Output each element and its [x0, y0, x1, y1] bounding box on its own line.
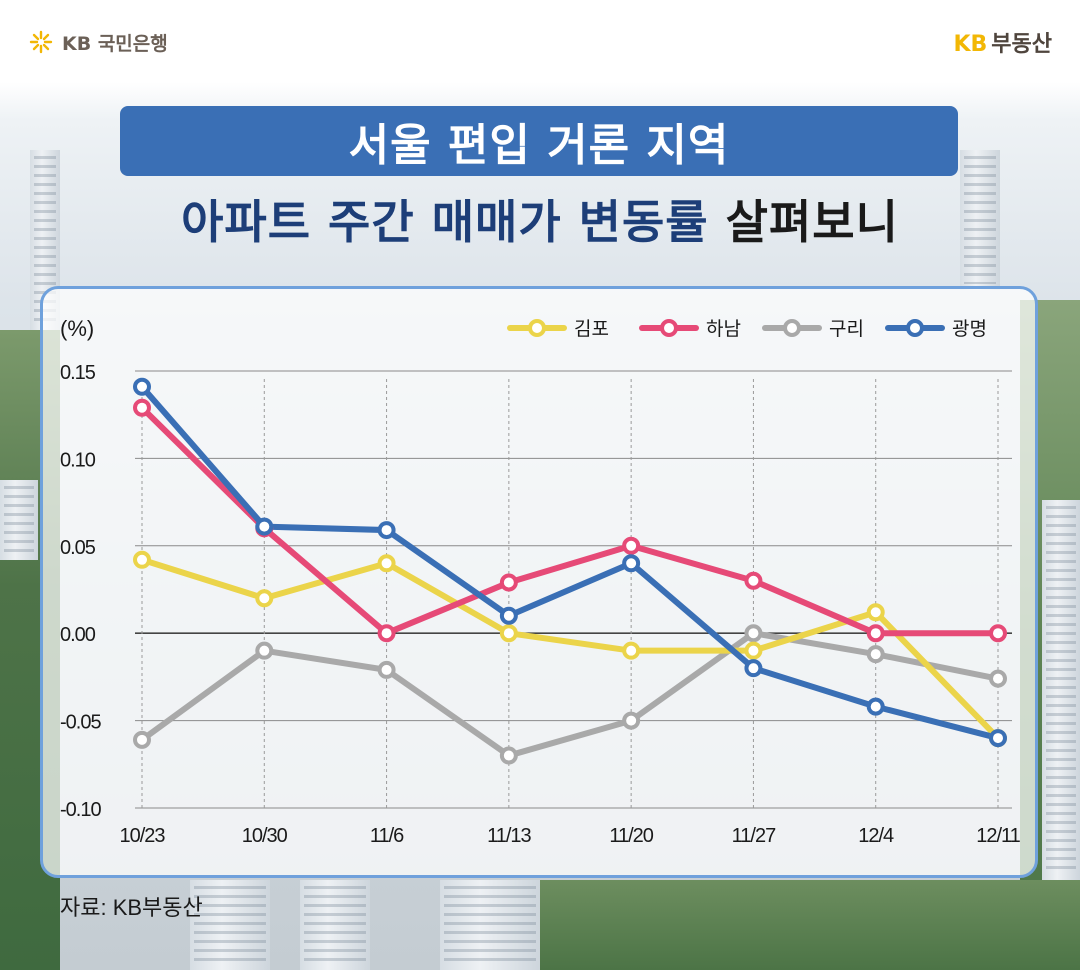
kb-kookmin-bank-logo: KB 국민은행 — [28, 28, 168, 56]
legend-label: 김포 — [574, 318, 609, 340]
data-point-하남 — [622, 536, 641, 555]
data-point-하남 — [499, 573, 518, 592]
kb-kookmin-bank-text: KB 국민은행 — [62, 32, 168, 55]
data-point-구리 — [866, 645, 885, 664]
data-point-광명 — [499, 606, 518, 625]
kb-real-estate-text: 부동산 — [991, 32, 1052, 57]
data-point-광명 — [744, 659, 763, 678]
legend-marker — [528, 319, 546, 337]
data-point-구리 — [499, 746, 518, 765]
source-note: 자료: KB부동산 — [60, 895, 203, 920]
x-tick-label: 10/30 — [242, 825, 288, 847]
data-point-하남 — [989, 624, 1007, 643]
subtitle-dark: 살펴보니 — [725, 195, 899, 249]
data-point-구리 — [989, 669, 1007, 688]
data-point-김포 — [133, 550, 151, 569]
data-point-구리 — [377, 660, 396, 679]
data-point-구리 — [255, 641, 274, 660]
background-building — [300, 880, 370, 970]
y-tick-label: -0.10 — [60, 799, 101, 821]
data-point-광명 — [622, 554, 641, 573]
y-tick-label: -0.05 — [60, 712, 101, 734]
data-point-광명 — [255, 517, 274, 536]
x-tick-label: 10/23 — [119, 825, 165, 847]
data-point-김포 — [744, 641, 763, 660]
data-point-김포 — [255, 589, 274, 608]
series-line-광명 — [139, 383, 1001, 742]
x-tick-label: 12/4 — [858, 825, 894, 847]
data-point-광명 — [989, 729, 1007, 748]
title-banner: 서울 편입 거론 지역 — [120, 106, 958, 176]
subtitle: 아파트 주간 매매가 변동률 살펴보니 — [0, 186, 1080, 252]
y-tick-label: 0.10 — [60, 449, 96, 471]
legend-label: 구리 — [829, 318, 864, 340]
legend-marker — [660, 319, 678, 337]
kb-logo-mark: KB — [953, 32, 988, 57]
data-point-김포 — [866, 603, 885, 622]
y-tick-label: 0.05 — [60, 537, 96, 559]
x-tick-label: 11/6 — [370, 825, 404, 847]
data-point-김포 — [622, 641, 641, 660]
background-building — [440, 880, 540, 970]
subtitle-blue: 아파트 주간 매매가 변동률 — [181, 195, 709, 249]
series-line-구리 — [139, 630, 1001, 759]
y-axis-unit-label: (%) — [60, 316, 94, 341]
legend-label: 광명 — [952, 318, 987, 340]
data-point-하남 — [133, 398, 151, 417]
legend-marker — [906, 319, 924, 337]
data-point-하남 — [866, 624, 885, 643]
x-tick-label: 11/13 — [487, 825, 531, 847]
data-point-하남 — [377, 624, 396, 643]
series-line-김포 — [139, 556, 1001, 742]
legend-label: 하남 — [706, 318, 741, 340]
background-building — [1042, 500, 1080, 880]
background-building — [190, 880, 270, 970]
legend-marker — [783, 319, 801, 337]
x-tick-label: 11/27 — [732, 825, 776, 847]
title-line1: 서울 편입 거론 지역 — [348, 120, 730, 171]
data-point-김포 — [377, 554, 396, 573]
data-point-김포 — [499, 624, 518, 643]
background-trees-bottom — [540, 880, 1080, 970]
kb-real-estate-logo: KB 부동산 — [953, 26, 1052, 58]
data-point-구리 — [744, 624, 763, 643]
data-point-하남 — [744, 571, 763, 590]
background-building — [960, 150, 1000, 290]
x-tick-label: 12/11 — [976, 825, 1020, 847]
data-point-광명 — [377, 521, 396, 540]
data-point-광명 — [133, 377, 151, 396]
y-tick-label: 0.15 — [60, 362, 96, 384]
background-building — [0, 480, 38, 560]
data-point-구리 — [622, 711, 641, 730]
x-tick-label: 11/20 — [609, 825, 653, 847]
y-tick-label: 0.00 — [60, 624, 96, 646]
series-line-하남 — [139, 404, 1001, 637]
kb-star-icon — [29, 30, 53, 54]
data-point-광명 — [866, 697, 885, 716]
data-point-구리 — [133, 730, 151, 749]
